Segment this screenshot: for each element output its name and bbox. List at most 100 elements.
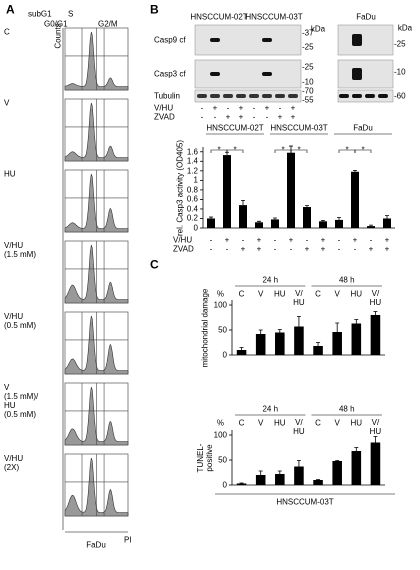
group-label: HNSCCUM-02T — [190, 12, 248, 22]
significance-label: * — [345, 145, 349, 155]
bar — [275, 332, 285, 355]
bar — [271, 219, 279, 228]
gate-label: S — [68, 9, 74, 19]
band — [365, 94, 375, 98]
treatment-sign: - — [200, 103, 204, 113]
x-tick-label: HU — [350, 289, 363, 299]
treatment-label: ZVAD — [154, 112, 175, 122]
error-bar — [335, 322, 340, 332]
treatment-sign: - — [353, 244, 357, 254]
unit-label: % — [216, 289, 224, 299]
error-bar — [296, 316, 301, 327]
row-label: V/HU (1.5 mM) — [4, 240, 36, 259]
treatment-sign: + — [368, 244, 374, 254]
group-label: 48 h — [337, 275, 356, 285]
error-bar — [369, 224, 373, 227]
y-tick-label: 0.4 — [186, 204, 198, 214]
significance-bracket — [354, 149, 372, 153]
marker-label: -25 — [302, 62, 314, 72]
row-label: HU — [4, 169, 16, 179]
bar — [239, 205, 247, 228]
error-bar — [316, 479, 321, 480]
treatment-sign: - — [273, 244, 277, 254]
blot — [337, 59, 394, 89]
bar — [335, 219, 343, 228]
significance-bracket — [226, 149, 244, 153]
y-tick-label: 50 — [218, 455, 227, 465]
bar — [294, 326, 304, 355]
x-tick-label: C — [238, 289, 245, 299]
significance-bracket — [290, 149, 308, 153]
treatment-sign: - — [369, 235, 373, 245]
unit-label: % — [216, 418, 224, 428]
band — [210, 72, 220, 76]
treatment-sign: + — [290, 103, 296, 113]
y-tick-label: 0 — [222, 480, 227, 490]
axis-label: PI — [124, 535, 132, 545]
bar — [313, 480, 323, 485]
y-tick-label: 0.2 — [186, 213, 198, 223]
marker-unit: kDa — [397, 23, 413, 33]
bar — [255, 222, 263, 228]
x-tick-label: C — [238, 418, 245, 428]
treatment-sign: + — [384, 244, 390, 254]
bar — [367, 226, 375, 228]
band — [262, 72, 272, 76]
x-tick-label: V/ HU — [293, 418, 305, 436]
panel-label: B — [150, 2, 159, 17]
group-label: FaDu — [352, 123, 374, 133]
treatment-sign: + — [240, 244, 246, 254]
marker-label: -10 — [302, 77, 314, 87]
significance-label: * — [233, 145, 237, 155]
treatment-sign: - — [252, 103, 256, 113]
treatment-label: V/HU — [173, 235, 193, 245]
treatment-sign: - — [265, 112, 269, 122]
error-bar — [241, 199, 245, 206]
x-tick-label: HU — [274, 418, 286, 428]
treatment-sign: - — [241, 235, 245, 245]
y-axis-label: rel. Casp3 activity (OD405) — [175, 139, 185, 236]
x-tick-label: V — [258, 418, 264, 428]
band — [262, 94, 272, 98]
group-label: FaDu — [356, 12, 376, 22]
y-tick-label: 100 — [213, 430, 227, 440]
x-tick-label: V — [258, 289, 264, 299]
treatment-sign: + — [256, 235, 262, 245]
band — [275, 94, 285, 98]
bar — [313, 346, 323, 355]
band — [197, 94, 207, 98]
treatment-sign: + — [288, 235, 294, 245]
y-tick-label: 1.2 — [186, 166, 198, 176]
y-tick-label: 1.4 — [186, 156, 198, 166]
band — [223, 94, 233, 98]
error-bar — [258, 470, 263, 475]
treatment-sign: + — [277, 112, 283, 122]
group-label: 24 h — [261, 404, 280, 414]
bar — [370, 442, 381, 485]
cell-line-label: HNSCCUM-03T — [276, 497, 334, 507]
histogram — [64, 31, 129, 91]
group-label: 24 h — [261, 275, 280, 285]
y-tick-label: 1 — [193, 175, 198, 185]
marker-label: -55 — [302, 95, 314, 105]
blot — [194, 89, 302, 103]
x-tick-label: C — [315, 289, 321, 299]
treatment-sign: - — [278, 103, 282, 113]
x-tick-label: V/ HU — [369, 289, 382, 307]
significance-label: * — [281, 145, 285, 155]
bar — [351, 451, 362, 485]
treatment-sign: - — [200, 112, 204, 122]
significance-label: * — [297, 145, 301, 155]
axis-label: Counts — [53, 23, 63, 49]
y-axis-label: mitochondrial damage — [200, 288, 210, 367]
row-label: V/HU (2X) — [4, 453, 24, 472]
treatment-sign: + — [212, 103, 218, 113]
marker-label: -25 — [394, 39, 406, 49]
x-tick-label: C — [315, 418, 321, 428]
error-bar — [273, 217, 277, 220]
band — [249, 94, 259, 98]
marker-unit: kDa — [310, 24, 326, 34]
marker-label: -60 — [394, 91, 406, 101]
gate-label: subG1 — [28, 9, 52, 19]
band — [352, 94, 362, 98]
